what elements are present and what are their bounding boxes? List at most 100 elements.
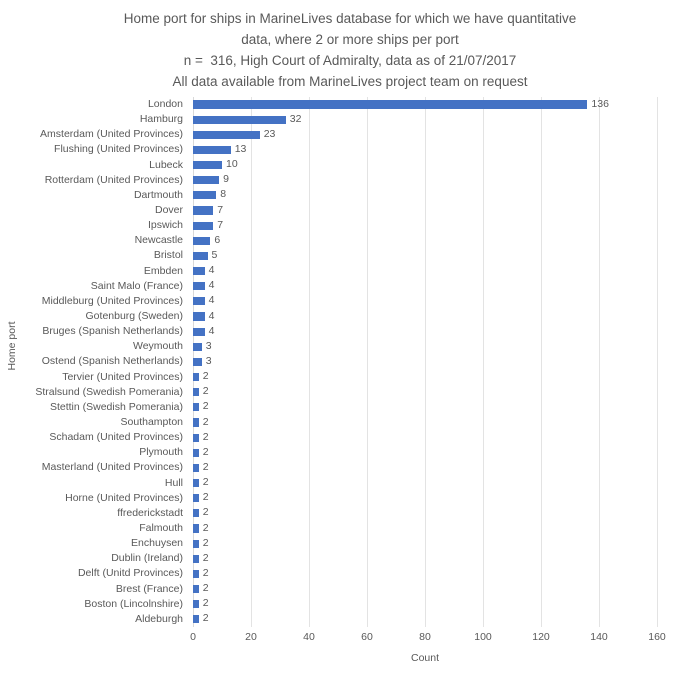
bar[interactable] xyxy=(193,312,205,321)
y-axis-category-label: Ipswich xyxy=(147,219,183,232)
bar-row[interactable]: 4 xyxy=(193,294,657,309)
bar-row[interactable]: 136 xyxy=(193,97,657,112)
bar[interactable] xyxy=(193,251,208,260)
bar-row[interactable]: 2 xyxy=(193,612,657,627)
y-axis-category-label: Enchuysen xyxy=(131,537,183,550)
bar-row[interactable]: 7 xyxy=(193,203,657,218)
bar-row[interactable]: 23 xyxy=(193,127,657,142)
bar-row[interactable]: 2 xyxy=(193,506,657,521)
bar[interactable] xyxy=(193,554,199,563)
bar-row[interactable]: 5 xyxy=(193,248,657,263)
bar-value-label: 2 xyxy=(202,536,209,549)
bar[interactable] xyxy=(193,145,231,154)
bar-row[interactable]: 2 xyxy=(193,385,657,400)
bar[interactable] xyxy=(193,509,199,518)
bar-row[interactable]: 2 xyxy=(193,597,657,612)
y-axis-category-label: Delft (Unitd Provinces) xyxy=(77,567,183,580)
bar[interactable] xyxy=(193,403,199,412)
bar[interactable] xyxy=(193,433,199,442)
x-tick-label: 160 xyxy=(648,631,666,643)
y-axis-category-label: Stralsund (Swedish Pomerania) xyxy=(35,385,183,398)
bar-row[interactable]: 2 xyxy=(193,536,657,551)
gridline-20 xyxy=(251,97,252,627)
bar[interactable] xyxy=(193,418,199,427)
bar[interactable] xyxy=(193,100,588,109)
bar[interactable] xyxy=(193,191,217,200)
bar-row[interactable]: 2 xyxy=(193,491,657,506)
bar[interactable] xyxy=(193,130,260,139)
bar-row[interactable]: 32 xyxy=(193,112,657,127)
bar-row[interactable]: 8 xyxy=(193,188,657,203)
bar[interactable] xyxy=(193,221,214,230)
bar-row[interactable]: 2 xyxy=(193,400,657,415)
bar[interactable] xyxy=(193,463,199,472)
x-tick-label: 60 xyxy=(361,631,373,643)
bar[interactable] xyxy=(193,615,199,624)
bar-row[interactable]: 10 xyxy=(193,158,657,173)
x-tick-label: 0 xyxy=(190,631,196,643)
y-axis-category-label: London xyxy=(147,98,183,110)
bar[interactable] xyxy=(193,282,205,291)
bar-series: 136 32 23 13 10 9 8 7 7 6 5 4 4 4 4 4 3 3 2 2 2 2 2 2 2 2 2 2 2 2 2 2 2 2… xyxy=(193,97,657,627)
bar[interactable] xyxy=(193,160,222,170)
bar-value-label: 2 xyxy=(202,521,209,534)
bar-value-label: 32 xyxy=(289,112,302,125)
x-axis-title: Count xyxy=(410,652,440,664)
bar-value-label: 5 xyxy=(211,248,218,261)
bar[interactable] xyxy=(193,176,220,185)
bar-row[interactable]: 2 xyxy=(193,415,657,430)
bar-row[interactable]: 4 xyxy=(193,309,657,324)
bar[interactable] xyxy=(193,388,199,397)
bar[interactable] xyxy=(193,600,199,609)
bar[interactable] xyxy=(193,297,205,306)
bar-row[interactable]: 13 xyxy=(193,142,657,157)
bar[interactable] xyxy=(193,236,211,245)
bar-value-label: 136 xyxy=(591,97,609,110)
bar[interactable] xyxy=(193,539,199,548)
y-axis-category-label: Ostend (Spanish Netherlands) xyxy=(41,355,183,368)
bar[interactable] xyxy=(193,584,199,594)
bar[interactable] xyxy=(193,357,202,366)
bar-value-label: 2 xyxy=(202,476,209,489)
bar-row[interactable]: 2 xyxy=(193,476,657,491)
bar-row[interactable]: 4 xyxy=(193,264,657,279)
bar[interactable] xyxy=(193,327,205,336)
bar-row[interactable]: 2 xyxy=(193,445,657,460)
bar-value-label: 4 xyxy=(208,264,215,277)
bar-value-label: 4 xyxy=(208,294,215,307)
bar-row[interactable]: 4 xyxy=(193,324,657,339)
bar-row[interactable]: 9 xyxy=(193,173,657,188)
bar[interactable] xyxy=(193,206,214,215)
y-axis-category-label: Horne (United Provinces) xyxy=(65,491,183,504)
y-axis-category-label: ffrederickstadt xyxy=(117,506,183,519)
bar[interactable] xyxy=(193,115,286,124)
bar[interactable] xyxy=(193,478,199,488)
y-axis-category-label: Flushing (United Provinces) xyxy=(54,143,183,156)
bar[interactable] xyxy=(193,448,199,457)
bar[interactable] xyxy=(193,569,199,578)
bar-row[interactable]: 2 xyxy=(193,582,657,597)
bar-row[interactable]: 2 xyxy=(193,521,657,536)
bar-row[interactable]: 2 xyxy=(193,430,657,445)
bar[interactable] xyxy=(193,524,199,533)
bar-row[interactable]: 3 xyxy=(193,339,657,354)
y-axis-category-label: Saint Malo (France) xyxy=(90,279,183,292)
gridline-80 xyxy=(425,97,426,627)
bar-row[interactable]: 2 xyxy=(193,551,657,566)
bar[interactable] xyxy=(193,266,205,276)
bar-row[interactable]: 3 xyxy=(193,354,657,369)
bar[interactable] xyxy=(193,372,199,382)
bar-row[interactable]: 4 xyxy=(193,279,657,294)
gridline-40 xyxy=(309,97,310,627)
bar-row[interactable]: 6 xyxy=(193,233,657,248)
x-tick-label: 140 xyxy=(590,631,608,643)
y-axis-category-label: Tervier (United Provinces) xyxy=(62,370,183,383)
bar-value-label: 4 xyxy=(208,309,215,322)
bar-value-label: 13 xyxy=(234,142,247,155)
bar-row[interactable]: 2 xyxy=(193,566,657,581)
bar[interactable] xyxy=(193,494,199,503)
bar-row[interactable]: 7 xyxy=(193,218,657,233)
bar[interactable] xyxy=(193,342,202,351)
bar-row[interactable]: 2 xyxy=(193,460,657,475)
bar-row[interactable]: 2 xyxy=(193,370,657,385)
